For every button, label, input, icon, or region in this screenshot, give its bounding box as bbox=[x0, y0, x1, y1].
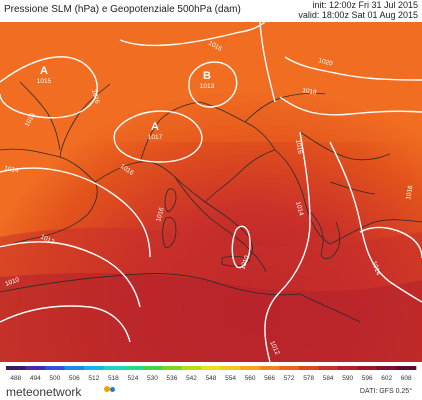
color-scale-tick: 488 bbox=[10, 375, 21, 382]
geopotential-north-band bbox=[0, 22, 422, 142]
color-scale-tick: 584 bbox=[323, 375, 334, 382]
color-scale-tick: 494 bbox=[30, 375, 41, 382]
color-scale-swatch bbox=[396, 366, 417, 370]
data-source: DATI: GFS 0.25° bbox=[359, 388, 412, 395]
isobar-label: 1018 bbox=[302, 87, 318, 96]
color-scale-swatch bbox=[181, 366, 202, 370]
brand-logo-dot bbox=[104, 386, 110, 392]
color-scale-tick: 500 bbox=[49, 375, 60, 382]
low-center-value: 1013 bbox=[200, 83, 215, 90]
isobar-label: 1020 bbox=[317, 57, 333, 68]
isobar-label: 1010 bbox=[4, 276, 20, 288]
color-scale-tick: 548 bbox=[206, 375, 217, 382]
valid-time: valid: 18:00z Sat 01 Aug 2015 bbox=[298, 10, 418, 20]
isobar-label: 1010 bbox=[239, 254, 251, 270]
color-scale-tick: 578 bbox=[303, 375, 314, 382]
color-scale-swatch bbox=[279, 366, 300, 370]
color-scale-swatch bbox=[6, 366, 26, 370]
color-scale-labels: 488 494 500 506 512 518 524 530 536 542 548 554 560 5… bbox=[10, 375, 412, 382]
color-scale-swatch bbox=[45, 366, 65, 370]
init-time: init: 12:00z Fri 31 Jul 2015 bbox=[312, 0, 418, 10]
high-center-letter: A bbox=[151, 121, 159, 133]
brand-logo-text: meteonetwork bbox=[6, 385, 82, 399]
brand-logo-dot bbox=[110, 387, 115, 392]
isobar-label: 1016 bbox=[155, 206, 166, 222]
geopotential-band-590 bbox=[0, 272, 422, 362]
isobar-label: 1014 bbox=[294, 201, 305, 217]
color-scale-swatch bbox=[64, 366, 85, 370]
color-scale-tick: 524 bbox=[127, 375, 138, 382]
color-scale-swatch bbox=[298, 366, 319, 370]
color-scale-swatch bbox=[142, 366, 163, 370]
color-scale-tick: 536 bbox=[167, 375, 178, 382]
color-scale-tick: 554 bbox=[225, 375, 236, 382]
color-scale-swatch bbox=[376, 366, 397, 370]
color-scale-tick: 530 bbox=[147, 375, 158, 382]
isobar-label: 1016 bbox=[294, 139, 303, 155]
color-scale-tick: 590 bbox=[342, 375, 353, 382]
color-scale-swatch bbox=[357, 366, 378, 370]
color-scale-tick: 518 bbox=[108, 375, 119, 382]
color-scale-tick: 566 bbox=[264, 375, 275, 382]
low-center-letter: B bbox=[203, 70, 211, 82]
color-scale-swatch bbox=[220, 366, 241, 370]
color-scale-tick: 572 bbox=[284, 375, 295, 382]
color-scale-tick: 506 bbox=[69, 375, 80, 382]
weather-map: 1016 1016 1016 1014 1012 1010 1016 1012 … bbox=[0, 22, 422, 362]
footer: meteonetwork DATI: GFS 0.25° bbox=[0, 385, 422, 400]
high-center-value: 1017 bbox=[148, 134, 163, 141]
map-title: Pressione SLM (hPa) e Geopotenziale 500h… bbox=[4, 4, 241, 15]
pressure-centres: A 1015 A 1017 B 1013 bbox=[37, 65, 215, 141]
color-scale-swatch bbox=[240, 366, 261, 370]
color-scale-tick: 596 bbox=[362, 375, 373, 382]
color-scale-swatch bbox=[25, 366, 46, 370]
high-center-letter: A bbox=[40, 65, 48, 77]
color-scale-swatch bbox=[259, 366, 280, 370]
color-scale-swatch bbox=[103, 366, 124, 370]
color-scale-swatch bbox=[162, 366, 183, 370]
color-scale-tick: 560 bbox=[245, 375, 256, 382]
color-scale: 488 494 500 506 512 518 524 530 536 542 548 554 560 5… bbox=[6, 366, 417, 382]
isobar-label: 1014 bbox=[4, 165, 20, 174]
color-scale-swatches bbox=[6, 366, 417, 370]
color-scale-swatch bbox=[201, 366, 222, 370]
color-scale-tick: 512 bbox=[88, 375, 99, 382]
color-scale-tick: 602 bbox=[381, 375, 392, 382]
isobar-label: 1014 bbox=[370, 260, 382, 276]
high-center-value: 1015 bbox=[37, 78, 52, 85]
color-scale-swatch bbox=[84, 366, 104, 370]
map-header: Pressione SLM (hPa) e Geopotenziale 500h… bbox=[0, 0, 422, 22]
isobar-label: 1016 bbox=[405, 185, 414, 201]
isobar-label: 1016 bbox=[90, 89, 101, 105]
color-scale-swatch bbox=[123, 366, 143, 370]
isobars bbox=[0, 22, 422, 362]
color-scale-tick: 542 bbox=[186, 375, 197, 382]
color-scale-tick: 608 bbox=[401, 375, 412, 382]
color-scale-swatch bbox=[337, 366, 358, 370]
color-scale-swatch bbox=[318, 366, 339, 370]
